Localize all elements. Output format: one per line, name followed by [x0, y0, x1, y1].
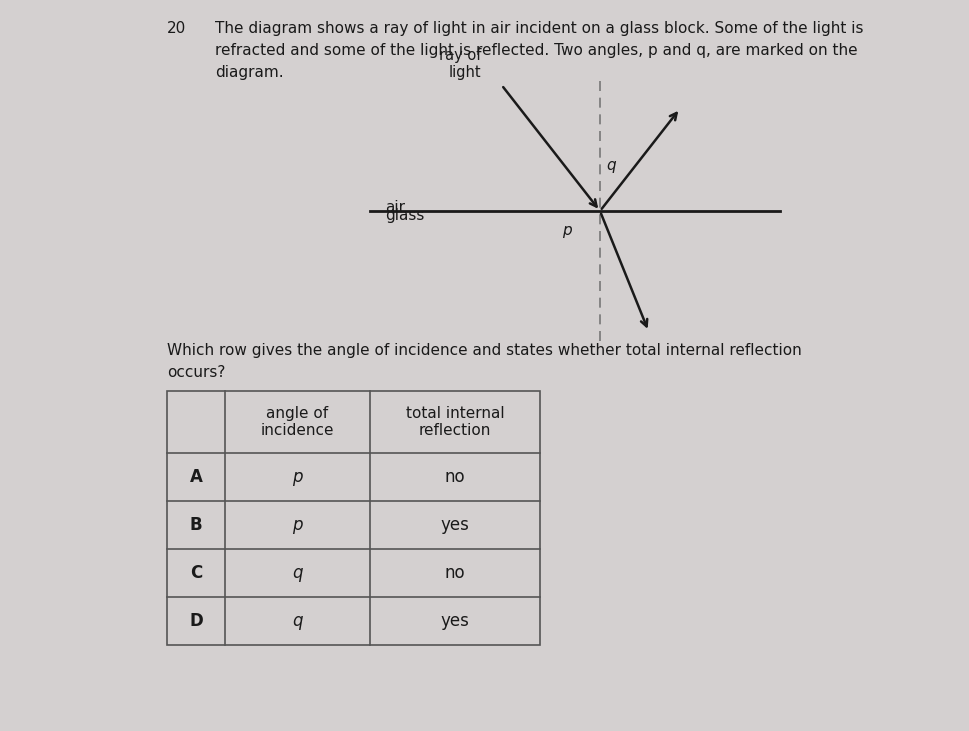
- Text: Which row gives the angle of incidence and states whether total internal reflect: Which row gives the angle of incidence a…: [167, 343, 801, 358]
- Text: q: q: [293, 612, 302, 630]
- Text: 20: 20: [167, 21, 186, 36]
- Text: q: q: [606, 158, 615, 173]
- Text: no: no: [445, 564, 465, 582]
- Text: glass: glass: [385, 208, 424, 223]
- Text: p: p: [293, 516, 302, 534]
- Text: D: D: [189, 612, 203, 630]
- Bar: [167, 391, 540, 645]
- Text: A: A: [190, 468, 203, 486]
- Text: angle of
incidence: angle of incidence: [261, 406, 334, 438]
- Text: C: C: [190, 564, 203, 582]
- Text: p: p: [562, 223, 572, 238]
- Text: refracted and some of the light is reflected. Two angles, p and q, are marked on: refracted and some of the light is refle…: [215, 43, 858, 58]
- Text: occurs?: occurs?: [167, 365, 226, 380]
- Text: yes: yes: [441, 612, 469, 630]
- Text: ray of
light: ray of light: [439, 48, 482, 80]
- Text: no: no: [445, 468, 465, 486]
- Text: q: q: [293, 564, 302, 582]
- Text: total internal
reflection: total internal reflection: [406, 406, 504, 438]
- Text: p: p: [293, 468, 302, 486]
- Text: yes: yes: [441, 516, 469, 534]
- Text: The diagram shows a ray of light in air incident on a glass block. Some of the l: The diagram shows a ray of light in air …: [215, 21, 863, 36]
- Text: air: air: [385, 200, 405, 215]
- Text: B: B: [190, 516, 203, 534]
- Text: diagram.: diagram.: [215, 65, 284, 80]
